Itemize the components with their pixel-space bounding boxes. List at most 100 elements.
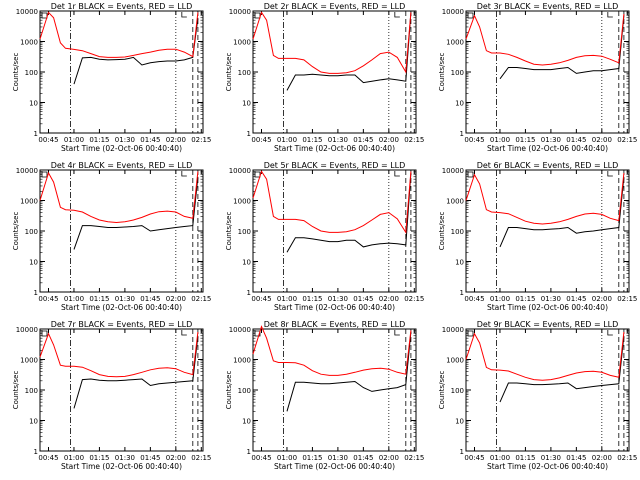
series-line-events	[73, 176, 199, 250]
x-tick-label: 00:45	[464, 295, 484, 303]
series-line-lld	[252, 170, 412, 234]
x-tick-label: 02:15	[404, 295, 424, 303]
y-tick-label: 10000	[442, 167, 464, 175]
x-tick-label: 02:15	[191, 454, 211, 462]
corner-bracket	[394, 171, 400, 177]
series-line-lld	[465, 13, 625, 66]
x-tick-label: 02:15	[191, 136, 211, 144]
y-axis-label: Counts/sec	[438, 212, 446, 251]
panel-title: Det 7r BLACK = Events, RED = LLD	[51, 320, 193, 329]
x-tick-label: 01:45	[566, 136, 586, 144]
x-tick-label: 02:00	[379, 454, 399, 462]
x-tick-label: 01:30	[541, 295, 561, 303]
x-axis-label: Start Time (02-Oct-06 00:40:40)	[487, 462, 608, 471]
corner-bracket	[394, 12, 400, 18]
series-line-lld	[39, 11, 199, 58]
panel-det-7: Det 7r BLACK = Events, RED = LLD 1 10 100 10…	[12, 320, 211, 471]
y-tick-label: 10	[455, 259, 464, 267]
y-tick-label: 10000	[16, 8, 38, 16]
panel-det-8: Det 8r BLACK = Events, RED = LLD 1 10 100 10…	[225, 320, 424, 471]
y-tick-label: 1	[34, 448, 38, 456]
x-tick-label: 01:00	[490, 295, 510, 303]
panel-det-3: Det 3r BLACK = Events, RED = LLD 1 10 100 10…	[438, 2, 637, 153]
x-tick-label: 01:45	[353, 136, 373, 144]
x-tick-label: 01:00	[490, 136, 510, 144]
x-tick-label: 02:00	[379, 136, 399, 144]
corner-bracket	[41, 171, 48, 178]
y-tick-label: 100	[451, 69, 464, 77]
corner-bracket	[254, 330, 261, 337]
corner-bracket	[181, 12, 187, 18]
panel-det-9: Det 9r BLACK = Events, RED = LLD 1 10 100 10…	[438, 320, 637, 471]
x-tick-label: 01:30	[328, 295, 348, 303]
y-axis-label: Counts/sec	[225, 212, 233, 251]
x-tick-label: 01:15	[89, 136, 109, 144]
x-tick-label: 01:00	[277, 136, 297, 144]
y-tick-label: 1000	[446, 357, 464, 365]
y-tick-label: 1000	[233, 198, 251, 206]
y-tick-label: 100	[238, 387, 251, 395]
plot-frame	[465, 328, 630, 452]
y-tick-label: 100	[451, 228, 464, 236]
x-tick-label: 00:45	[38, 454, 58, 462]
x-axis-label: Start Time (02-Oct-06 00:40:40)	[61, 303, 182, 312]
series-line-lld	[39, 171, 199, 224]
x-tick-label: 02:00	[592, 295, 612, 303]
y-tick-label: 1000	[20, 357, 38, 365]
x-tick-label: 00:45	[251, 295, 271, 303]
plot-frame	[39, 328, 204, 452]
y-tick-label: 1	[460, 289, 464, 297]
y-axis-label: Counts/sec	[12, 212, 20, 251]
x-tick-label: 01:45	[566, 454, 586, 462]
corner-bracket	[254, 171, 261, 178]
series-line-events	[286, 12, 412, 91]
corner-bracket	[607, 330, 613, 336]
y-axis-label: Counts/sec	[12, 371, 20, 410]
panel-title: Det 5r BLACK = Events, RED = LLD	[264, 161, 406, 170]
y-tick-label: 1000	[20, 39, 38, 47]
x-tick-label: 00:45	[464, 454, 484, 462]
y-tick-label: 10	[455, 418, 464, 426]
x-tick-label: 01:15	[515, 136, 535, 144]
y-tick-label: 1	[460, 448, 464, 456]
panel-title: Det 8r BLACK = Events, RED = LLD	[264, 320, 406, 329]
x-tick-label: 01:45	[140, 136, 160, 144]
x-tick-label: 01:15	[302, 454, 322, 462]
x-tick-label: 02:15	[617, 136, 637, 144]
x-tick-label: 00:45	[38, 295, 58, 303]
corner-bracket	[41, 12, 48, 19]
series-line-lld	[252, 325, 412, 376]
x-tick-label: 01:45	[566, 295, 586, 303]
x-axis-label: Start Time (02-Oct-06 00:40:40)	[487, 144, 608, 153]
y-tick-label: 10	[242, 418, 251, 426]
y-tick-label: 10	[29, 418, 38, 426]
x-tick-label: 01:00	[277, 454, 297, 462]
y-axis-label: Counts/sec	[225, 53, 233, 92]
panel-title: Det 9r BLACK = Events, RED = LLD	[477, 320, 619, 329]
y-tick-label: 100	[25, 387, 38, 395]
panel-title: Det 6r BLACK = Events, RED = LLD	[477, 161, 619, 170]
y-tick-label: 100	[238, 69, 251, 77]
y-tick-label: 100	[25, 228, 38, 236]
y-tick-label: 10	[455, 100, 464, 108]
x-tick-label: 01:15	[515, 454, 535, 462]
y-tick-label: 100	[25, 69, 38, 77]
corner-bracket	[607, 171, 613, 177]
y-tick-label: 1	[247, 130, 251, 138]
corner-bracket	[467, 171, 474, 178]
x-tick-label: 00:45	[251, 454, 271, 462]
x-tick-label: 01:15	[302, 136, 322, 144]
y-tick-label: 1000	[233, 357, 251, 365]
x-tick-label: 01:45	[140, 454, 160, 462]
y-tick-label: 1000	[446, 198, 464, 206]
series-line-events	[286, 331, 412, 412]
x-tick-label: 01:45	[353, 295, 373, 303]
x-tick-label: 02:00	[166, 454, 186, 462]
y-tick-label: 1000	[20, 198, 38, 206]
x-tick-label: 02:15	[617, 295, 637, 303]
x-tick-label: 01:30	[541, 454, 561, 462]
x-tick-label: 02:00	[592, 454, 612, 462]
y-tick-label: 1000	[446, 39, 464, 47]
y-axis-label: Counts/sec	[225, 371, 233, 410]
x-tick-label: 01:15	[302, 295, 322, 303]
